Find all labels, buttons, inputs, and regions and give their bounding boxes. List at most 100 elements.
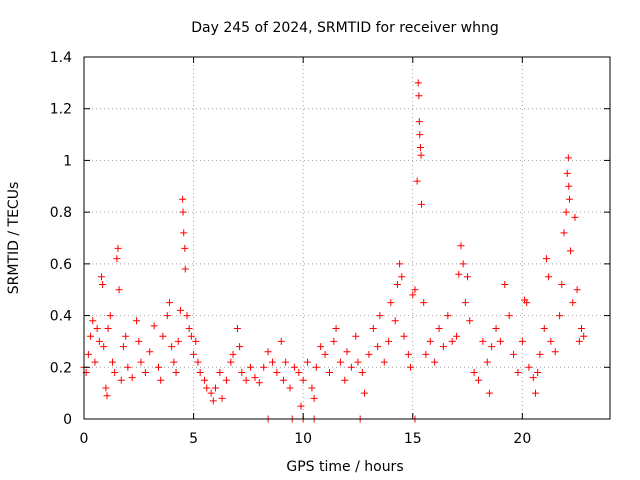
data-point [558, 281, 566, 289]
data-point [404, 350, 412, 358]
data-point [233, 325, 241, 332]
data-point [417, 151, 425, 159]
data-point [146, 348, 154, 356]
data-point [547, 337, 555, 345]
data-point [556, 312, 564, 320]
y-tick-label: 0.2 [50, 360, 72, 376]
data-point [216, 368, 224, 376]
data-point [183, 312, 191, 320]
data-point [91, 358, 99, 366]
data-point [115, 286, 123, 294]
data-point [181, 244, 189, 252]
data-point [238, 368, 246, 376]
data-point [534, 368, 542, 376]
data-point [279, 376, 287, 384]
data-point [192, 337, 200, 345]
data-point [573, 286, 581, 294]
data-point [207, 389, 215, 397]
y-tick-labels: 0 0.2 0.4 0.6 0.8 1 1.2 1.4 [50, 50, 72, 428]
data-point [369, 325, 377, 332]
data-point [514, 368, 522, 376]
data-point [295, 368, 303, 376]
x-axis-label: GPS time / hours [286, 459, 403, 475]
x-tick-labels: 0 5 10 15 20 [80, 431, 532, 447]
data-point [416, 144, 424, 151]
data-point [273, 368, 281, 376]
data-point [531, 389, 539, 397]
data-point [196, 368, 204, 376]
data-point [510, 350, 518, 358]
data-point [483, 358, 491, 366]
data-point [321, 350, 329, 358]
data-point [264, 348, 272, 356]
data-point [391, 317, 399, 325]
data-point [336, 358, 344, 366]
data-point [122, 332, 130, 340]
data-point [180, 229, 188, 237]
data-point [176, 306, 184, 314]
data-point [413, 177, 421, 185]
data-point [332, 325, 340, 332]
data-point [99, 281, 107, 289]
data-point [380, 358, 388, 366]
data-point [179, 195, 187, 203]
data-point [415, 92, 423, 100]
data-point [387, 299, 395, 307]
data-point [393, 281, 401, 289]
data-point [190, 350, 198, 358]
x-tick-label: 15 [404, 431, 422, 447]
chart-title: Day 245 of 2024, SRMTID for receiver whn… [191, 20, 499, 36]
data-point [286, 384, 294, 392]
data-point [187, 332, 195, 340]
data-point [317, 343, 325, 351]
data-point [492, 325, 500, 332]
data-point [181, 265, 189, 273]
data-point [565, 182, 573, 190]
data-point [575, 337, 583, 345]
data-point [212, 384, 219, 392]
data-point [354, 358, 362, 366]
data-point [108, 358, 116, 366]
data-point [304, 358, 312, 366]
data-point [260, 363, 268, 371]
data-point [93, 325, 101, 332]
data-point [98, 273, 106, 281]
data-point [100, 343, 108, 351]
data-point [439, 343, 447, 351]
data-point [268, 358, 276, 366]
data-point [426, 337, 434, 345]
data-point [466, 317, 474, 325]
data-point [444, 312, 452, 320]
data-point [150, 322, 158, 330]
x-tick-label: 0 [80, 431, 89, 447]
data-point [165, 299, 173, 307]
data-point [343, 348, 351, 356]
data-point [312, 363, 320, 371]
data-point [282, 358, 290, 366]
data-point [157, 376, 165, 384]
data-point [174, 337, 182, 345]
data-point [163, 312, 171, 320]
data-point [496, 337, 504, 345]
data-point [563, 169, 571, 177]
axis-ticks [83, 56, 610, 420]
data-point [488, 343, 496, 351]
data-point [172, 368, 180, 376]
data-point [95, 337, 103, 345]
data-point [569, 299, 577, 307]
data-point [170, 358, 178, 366]
y-tick-label: 0 [63, 412, 72, 428]
data-point [117, 376, 125, 384]
data-point [551, 348, 559, 356]
data-point [347, 363, 355, 371]
data-point [407, 363, 415, 371]
data-point [218, 394, 226, 402]
data-point [536, 350, 544, 358]
data-point [89, 317, 97, 325]
data-point [358, 368, 366, 376]
data-point [168, 343, 176, 351]
data-point [431, 358, 439, 366]
data-point [578, 325, 586, 332]
data-point [277, 337, 285, 345]
data-point [84, 350, 92, 358]
